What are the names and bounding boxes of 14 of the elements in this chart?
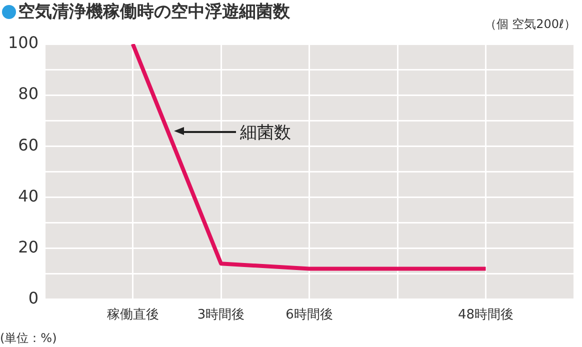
y-tick-label: 0 [28,288,39,308]
x-tick-label: 6時間後 [286,308,333,323]
x-tick-label: 3時間後 [197,308,245,323]
y-tick-label: 20 [18,237,39,256]
text: 細菌数 [240,122,292,144]
y-axis-title: (単位：%) [0,330,57,347]
x-tick-label: 稼働直後 [106,308,159,323]
chart-title: 空気清浄機稼働時の空中浮遊細菌数 [18,1,290,23]
y-tick-label: 80 [18,84,39,104]
y-tick-label: 40 [18,186,39,206]
y-tick-label: 100 [8,33,39,52]
x-tick-label: 48時間後 [458,308,514,323]
text: （個 空気200ℓ） [484,16,576,33]
y-tick-label: 60 [18,135,39,154]
